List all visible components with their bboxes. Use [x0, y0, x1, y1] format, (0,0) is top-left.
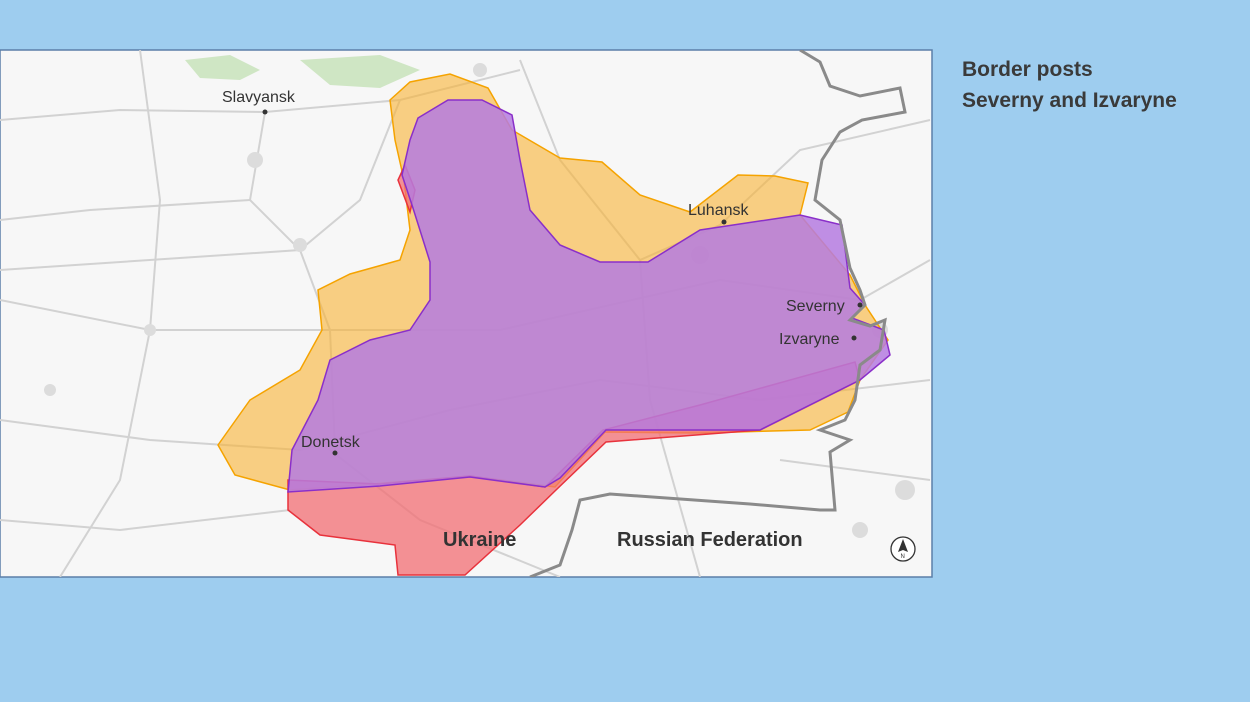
label-severny: Severny [786, 298, 845, 315]
title-line-1: Border posts [962, 58, 1093, 81]
severny-marker [857, 302, 863, 308]
north-label: N [901, 554, 905, 560]
luhansk-marker [721, 219, 727, 225]
label-donetsk: Donetsk [301, 434, 361, 451]
purple-area [287, 99, 891, 493]
city-markers [262, 109, 863, 456]
forest-patches [185, 55, 420, 88]
label-russia: Russian Federation [617, 529, 803, 551]
map-title: Border posts Severny and Izvaryne [962, 54, 1177, 116]
izvaryne-marker [851, 335, 857, 341]
russia-ukraine-border [529, 50, 907, 577]
label-slavyansk: Slavyansk [222, 89, 296, 106]
north-arrow-icon: N [890, 536, 916, 562]
slavyansk-marker [262, 109, 268, 115]
donetsk-marker [332, 450, 338, 456]
title-line-2: Severny and Izvaryne [962, 89, 1177, 112]
label-luhansk: Luhansk [688, 202, 749, 219]
label-izvaryne: Izvaryne [779, 331, 840, 348]
label-ukraine: Ukraine [443, 529, 516, 551]
